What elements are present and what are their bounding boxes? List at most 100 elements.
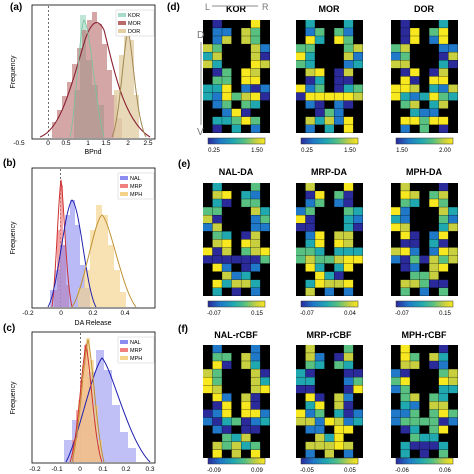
- map-voxel: [315, 76, 325, 85]
- map-voxel: [391, 215, 401, 224]
- map-voxel: [410, 425, 420, 434]
- map-voxel: [419, 116, 429, 125]
- map-voxel: [250, 255, 261, 264]
- map-voxel: [324, 449, 334, 458]
- map-voxel: [343, 199, 354, 207]
- map-voxel: [324, 433, 334, 442]
- map-voxel: [250, 263, 261, 272]
- map-voxel: [429, 84, 439, 93]
- map-voxel: [241, 239, 251, 248]
- map-voxel: [241, 425, 251, 434]
- map-voxel: [203, 377, 213, 386]
- map-voxel: [410, 239, 420, 248]
- map-voxel: [391, 207, 401, 215]
- legend-a-2: DOR: [128, 29, 140, 35]
- xtick-a-5: 2: [126, 140, 130, 147]
- map-voxel: [250, 84, 261, 93]
- map-voxel: [334, 279, 344, 288]
- map-voxel: [429, 191, 439, 199]
- map-voxel: [212, 124, 222, 133]
- map-voxel: [438, 409, 449, 418]
- map-voxel: [212, 369, 222, 377]
- map-voxel: [353, 215, 363, 224]
- map-voxel: [400, 263, 410, 272]
- map-voxel: [448, 84, 458, 93]
- map-voxel: [315, 361, 325, 369]
- cbar-f-2-max: 0.06: [439, 468, 451, 474]
- map-voxel: [438, 385, 449, 394]
- map-voxel: [241, 409, 251, 418]
- map-voxel: [250, 377, 261, 386]
- map-voxel: [353, 377, 363, 386]
- map-voxel: [400, 231, 410, 240]
- map-voxel: [438, 20, 449, 28]
- map-row-f: (f) NAL-rCBF MRP-rCBF MPH-rCBF -0.09 0.0…: [178, 324, 451, 474]
- map-voxel: [241, 116, 251, 125]
- map-voxel: [343, 68, 354, 77]
- map-voxel: [448, 255, 458, 264]
- map-voxel: [438, 84, 449, 93]
- map-voxel: [353, 255, 363, 264]
- map-voxel: [212, 417, 222, 426]
- xtick-b-2: 0.2: [88, 310, 97, 317]
- map-voxel: [353, 247, 363, 256]
- map-voxel: [250, 52, 261, 61]
- map-voxel: [410, 76, 420, 85]
- map-voxel: [400, 377, 410, 386]
- map-voxel: [296, 247, 306, 256]
- map-voxel: [315, 68, 325, 77]
- map-voxel: [250, 441, 261, 450]
- map-voxel: [250, 385, 261, 394]
- map-voxel: [241, 28, 251, 36]
- map-voxel: [212, 263, 222, 272]
- map-voxel: [429, 433, 439, 442]
- map-voxel: [212, 183, 222, 191]
- map-title-d-1: MOR: [319, 4, 340, 14]
- map-voxel: [296, 417, 306, 426]
- map-voxel: [250, 287, 261, 296]
- map-voxel: [315, 191, 325, 199]
- map-voxel: [353, 52, 363, 61]
- map-voxel: [419, 287, 429, 296]
- map-voxel: [222, 100, 232, 109]
- map-voxel: [305, 449, 315, 458]
- legend-c-1: MRP: [130, 348, 143, 354]
- map-voxel: [203, 369, 213, 377]
- map-row-d: (d) KOR MOR DOR L R D V 0.25 1.50 0.25 1…: [167, 2, 451, 154]
- map-voxel: [429, 247, 439, 256]
- map-voxel: [212, 68, 222, 77]
- map-voxel: [438, 247, 449, 256]
- panel-label-a: (a): [10, 2, 22, 13]
- map-voxel: [410, 353, 420, 361]
- map-voxel: [438, 92, 449, 101]
- map-voxel: [222, 191, 232, 199]
- map-voxel: [343, 207, 354, 215]
- map-voxel: [438, 223, 449, 232]
- map-voxel: [305, 36, 315, 44]
- map-voxel: [410, 271, 420, 280]
- map-voxel: [343, 279, 354, 288]
- histogram-panel-c: NAL MRP MPH -0.2 -0.1 0 0.1 0.2 0.3 Freq…: [3, 323, 156, 473]
- map-voxel: [315, 425, 325, 434]
- map-voxel: [305, 183, 315, 191]
- map-voxel: [315, 84, 325, 93]
- map-voxel: [400, 369, 410, 377]
- map-voxel: [410, 92, 420, 101]
- map-voxel: [231, 287, 241, 296]
- map-voxel: [438, 28, 449, 36]
- map-voxel: [400, 76, 410, 85]
- map-voxel: [222, 116, 232, 125]
- map-voxel: [305, 223, 315, 232]
- legend-b-0: NAL: [130, 176, 141, 182]
- map-voxel: [400, 417, 410, 426]
- map-voxel: [305, 207, 315, 215]
- map-voxel: [353, 409, 363, 418]
- map-voxel: [334, 199, 344, 207]
- map-voxel: [343, 223, 354, 232]
- map-voxel: [305, 124, 315, 133]
- map-voxel: [212, 207, 222, 215]
- map-voxel: [353, 60, 363, 69]
- map-voxel: [241, 84, 251, 93]
- map-voxel: [410, 433, 420, 442]
- map-voxel: [400, 68, 410, 77]
